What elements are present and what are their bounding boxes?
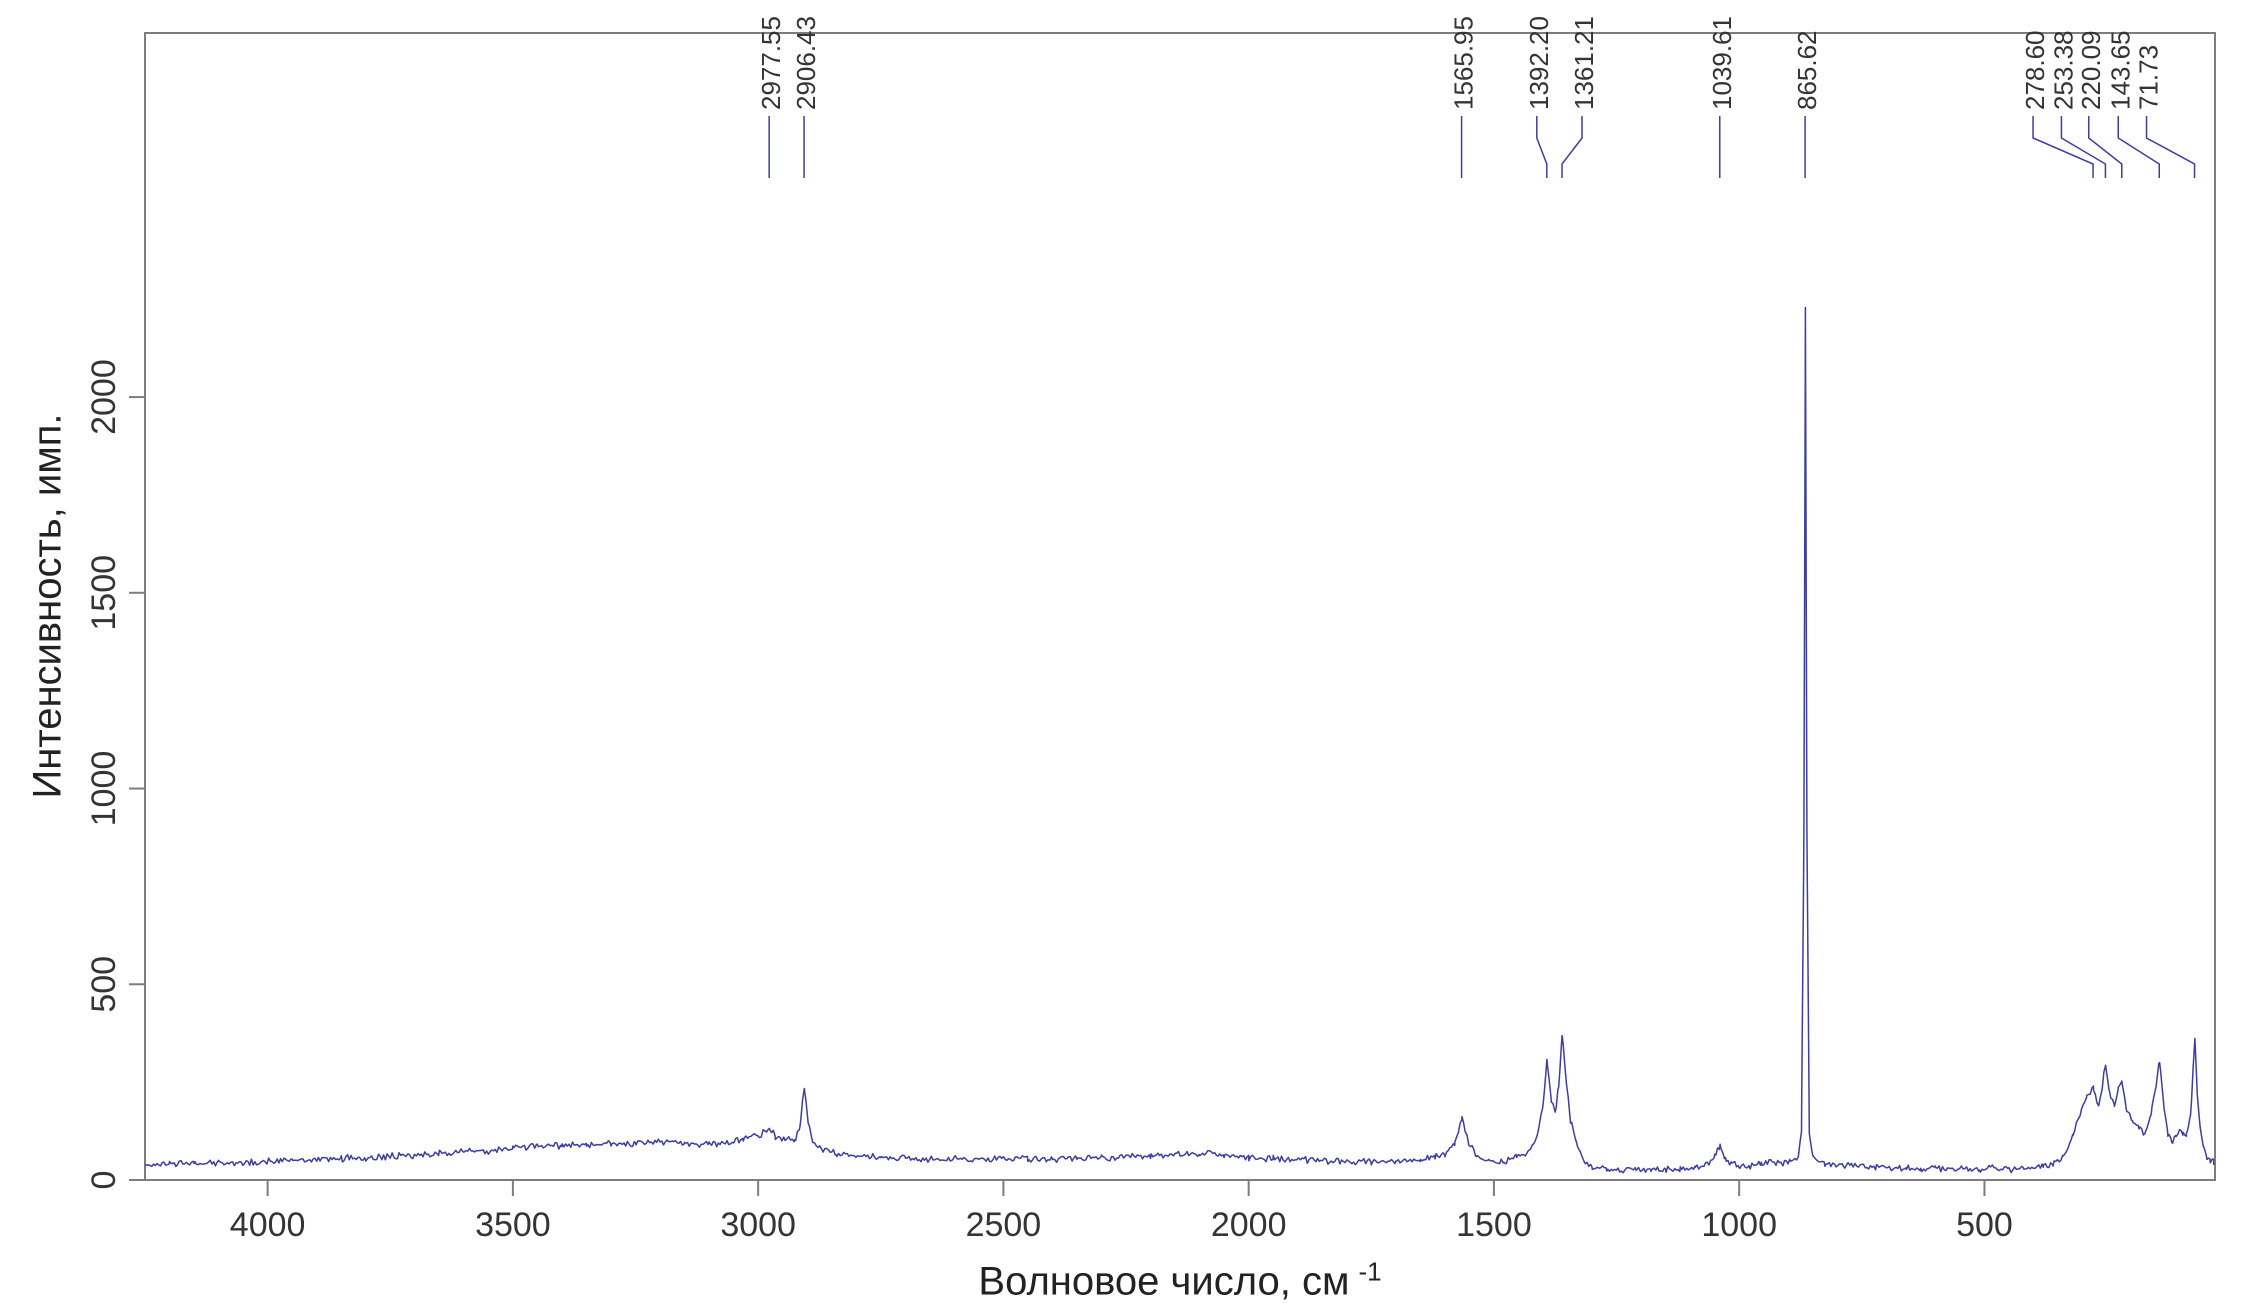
peak-label: 1039.61 (1707, 16, 1737, 110)
peak-label: 1361.21 (1569, 16, 1599, 110)
peak-label: 1392.20 (1524, 16, 1554, 110)
x-axis-title-text: Волновое число, см (978, 1259, 1350, 1304)
peak-leader-line (2032, 116, 2094, 178)
y-tick-label: 1500 (85, 555, 123, 631)
x-tick-label: 4000 (230, 1206, 306, 1244)
x-tick-label: 2000 (1211, 1206, 1287, 1244)
peak-leader-line (1561, 116, 1583, 178)
x-tick-label: 1500 (1456, 1206, 1532, 1244)
x-tick-label: 2500 (966, 1206, 1042, 1244)
y-axis-title: Интенсивность, имп. (25, 413, 70, 799)
x-axis-title-sup: -1 (1358, 1256, 1382, 1287)
peak-leader-line (2060, 116, 2107, 178)
peak-label: 2977.55 (756, 16, 786, 110)
peak-leader-line (2088, 116, 2123, 178)
peak-leader-line (2117, 116, 2161, 178)
peak-label: 143.65 (2105, 30, 2135, 110)
y-tick-label: 2000 (85, 359, 123, 435)
x-axis-title: Волновое число, см -1 (978, 1256, 1382, 1305)
peak-leader-line (2145, 116, 2196, 178)
plot-border (144, 32, 2216, 1181)
x-tick-label: 3500 (475, 1206, 551, 1244)
peak-label: 278.60 (2020, 30, 2050, 110)
spectrum-line (144, 306, 2215, 1174)
peak-label: 1565.95 (1449, 16, 1479, 110)
y-tick-label: 1000 (85, 751, 123, 827)
peak-label: 253.38 (2048, 30, 2078, 110)
y-tick-label: 500 (85, 956, 123, 1013)
peak-leader-line (1536, 116, 1548, 178)
x-tick-label: 500 (1956, 1206, 2013, 1244)
x-tick-label: 1000 (1701, 1206, 1777, 1244)
peak-label: 2906.43 (791, 16, 821, 110)
peak-label: 220.09 (2076, 30, 2106, 110)
y-tick-label: 0 (85, 1171, 123, 1190)
peak-label: 865.62 (1792, 30, 1822, 110)
peak-label: 71.73 (2134, 45, 2164, 110)
x-tick-label: 3000 (720, 1206, 796, 1244)
